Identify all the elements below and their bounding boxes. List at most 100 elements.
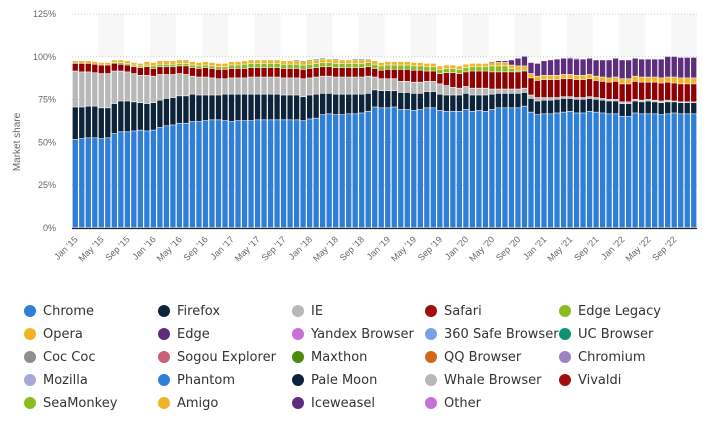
bar-segment-opera[interactable]: Dec '20 Opera: 2.5%: [534, 76, 541, 81]
bar-segment-ie[interactable]: Aug '15 IE: 17.5%: [118, 71, 124, 101]
bar-segment-edge-legacy[interactable]: Jun '16 Edge Legacy: 1.5%: [183, 63, 189, 66]
bar-segment-edge-legacy[interactable]: May '20 Edge Legacy: 3.5%: [489, 66, 495, 72]
bar-segment-ie[interactable]: Oct '21 IE: 1%: [599, 98, 606, 100]
bar-segment-chrome[interactable]: Aug '15 Chrome: 56%: [118, 132, 124, 228]
bar-segment-chrome[interactable]: Jun '17 Chrome: 63%: [261, 120, 267, 228]
bar-segment-firefox[interactable]: Nov '19 Firefox: 9.5%: [450, 95, 456, 111]
bar-segment-opera[interactable]: Nov '20 Opera: 2.5%: [528, 73, 534, 78]
bar-segment-firefox[interactable]: Jun '20 Firefox: 8.5%: [495, 93, 502, 108]
bar-segment-firefox[interactable]: Mar '18 Firefox: 12.5%: [320, 93, 326, 115]
bar-segment-safari[interactable]: Nov '19 Safari: 8.5%: [450, 73, 456, 88]
bar-segment-chrome[interactable]: Jul '17 Chrome: 63%: [267, 120, 274, 228]
bar-segment-chrome[interactable]: Sep '15 Chrome: 56%: [124, 132, 130, 228]
legend-item-maxthon[interactable]: Maxthon: [292, 347, 367, 367]
bar-segment-ie[interactable]: Aug '21 IE: 1%: [586, 97, 593, 99]
bar-segment-safari[interactable]: Aug '18 Safari: 5.5%: [352, 67, 358, 77]
bar-segment-opera[interactable]: Jan '16 Opera: 2%: [150, 62, 157, 66]
bar-segment-ie[interactable]: Aug '16 IE: 10.5%: [196, 77, 202, 95]
bar-segment-ie[interactable]: Aug '20 IE: 2.5%: [508, 89, 515, 94]
bar-segment-edge-legacy[interactable]: Apr '17 Edge Legacy: 2.5%: [248, 63, 254, 68]
bar-segment-opera[interactable]: Jun '15 Opera: 1.5%: [105, 62, 111, 65]
bar-segment-safari[interactable]: Dec '21 Safari: 10.5%: [612, 81, 619, 99]
bar-segment-firefox[interactable]: Mar '20 Firefox: 9%: [476, 95, 482, 111]
bar-segment-firefox[interactable]: Sep '16 Firefox: 15%: [202, 95, 209, 121]
bar-segment-firefox[interactable]: May '17 Firefox: 15%: [254, 94, 261, 120]
bar-segment-ie[interactable]: Feb '22 IE: 1%: [625, 102, 632, 104]
bar-segment-uc-browser[interactable]: Feb '18 UC Browser: 0.5%: [313, 59, 319, 60]
bar-segment-edge-legacy[interactable]: Aug '20 Edge Legacy: 2%: [508, 68, 515, 72]
bar-segment-firefox[interactable]: Jan '15 Firefox: 19%: [72, 107, 78, 140]
bar-segment-firefox[interactable]: Mar '19 Firefox: 10%: [398, 92, 404, 110]
bar-segment-firefox[interactable]: Dec '22 Firefox: 6.5%: [691, 103, 697, 114]
bar-segment-chrome[interactable]: Aug '20 Chrome: 70%: [508, 108, 515, 228]
bar-segment-edge-legacy[interactable]: Sep '18 Edge Legacy: 2.5%: [359, 63, 365, 68]
bar-segment-firefox[interactable]: Jan '18 Firefox: 14%: [306, 95, 313, 119]
bar-segment-uc-browser[interactable]: Mar '18 UC Browser: 0.5%: [320, 58, 326, 60]
bar-segment-firefox[interactable]: Aug '22 Firefox: 7%: [665, 102, 671, 114]
legend-item-chrome[interactable]: Chrome: [24, 301, 94, 321]
bar-segment-safari[interactable]: Oct '19 Safari: 7.5%: [443, 73, 449, 86]
bar-segment-safari[interactable]: Jul '21 Safari: 10.5%: [580, 79, 586, 98]
legend-item-other[interactable]: Other: [425, 393, 481, 413]
bar-segment-edge[interactable]: Nov '22 Edge: 12%: [684, 57, 690, 78]
bar-segment-ie[interactable]: Jun '21 IE: 1%: [573, 97, 580, 99]
bar-segment-opera[interactable]: May '15 Opera: 1.5%: [98, 62, 104, 65]
bar-segment-edge[interactable]: Apr '21 Edge: 9.5%: [560, 58, 567, 75]
bar-segment-safari[interactable]: Dec '20 Safari: 10%: [534, 80, 541, 98]
bar-segment-edge-legacy[interactable]: Dec '18 Edge Legacy: 2.5%: [378, 66, 384, 70]
bar-segment-chrome[interactable]: Oct '16 Chrome: 63%: [209, 120, 215, 228]
bar-segment-ie[interactable]: Nov '21 IE: 1%: [606, 99, 612, 101]
bar-segment-opera[interactable]: Jan '19 Opera: 2%: [385, 61, 391, 65]
bar-segment-safari[interactable]: Mar '18 Safari: 5.5%: [320, 67, 326, 76]
bar-segment-chrome[interactable]: Feb '16 Chrome: 58.5%: [157, 127, 163, 228]
bar-segment-ie[interactable]: Jul '20 IE: 2.5%: [502, 89, 508, 94]
bar-segment-safari[interactable]: Nov '18 Safari: 5%: [372, 68, 378, 77]
bar-segment-firefox[interactable]: Feb '15 Firefox: 18.5%: [79, 107, 85, 139]
bar-segment-safari[interactable]: Aug '19 Safari: 6%: [430, 71, 436, 82]
bar-segment-chrome[interactable]: Nov '22 Chrome: 66.5%: [684, 114, 690, 228]
bar-segment-opera[interactable]: Nov '18 Opera: 2%: [372, 61, 378, 64]
bar-segment-firefox[interactable]: May '18 Firefox: 12%: [333, 94, 339, 115]
legend-item-edge-legacy[interactable]: Edge Legacy: [559, 301, 661, 321]
bar-segment-edge-legacy[interactable]: Dec '15 Edge Legacy: 1%: [144, 65, 150, 67]
bar-segment-chrome[interactable]: Oct '19 Chrome: 68%: [443, 111, 449, 228]
bar-segment-ie[interactable]: Oct '18 IE: 10%: [365, 76, 371, 94]
bar-segment-ie[interactable]: Jan '21 IE: 1.5%: [541, 97, 547, 100]
bar-segment-chrome[interactable]: Sep '19 Chrome: 68.5%: [437, 110, 443, 228]
bar-segment-chrome[interactable]: Apr '19 Chrome: 69%: [404, 109, 410, 228]
bar-segment-ie[interactable]: Feb '16 IE: 15%: [157, 74, 163, 100]
bar-segment-ie[interactable]: May '16 IE: 13%: [176, 73, 183, 96]
bar-segment-chrome[interactable]: Apr '22 Chrome: 66.5%: [639, 114, 645, 228]
bar-segment-ie[interactable]: Nov '20 IE: 2%: [528, 95, 534, 99]
bar-segment-edge-legacy[interactable]: Feb '20 Edge Legacy: 2.5%: [469, 67, 476, 71]
bar-segment-firefox[interactable]: Apr '15 Firefox: 18.5%: [92, 106, 98, 138]
legend-item-whale-browser[interactable]: Whale Browser: [425, 370, 541, 390]
bar-segment-opera[interactable]: Dec '18 Opera: 2%: [378, 62, 384, 66]
bar-segment-safari[interactable]: Dec '15 Safari: 5%: [144, 67, 150, 76]
bar-segment-edge-legacy[interactable]: Oct '15 Edge Legacy: 1%: [131, 65, 137, 67]
bar-segment-chrome[interactable]: Mar '16 Chrome: 59.5%: [163, 126, 170, 228]
bar-segment-firefox[interactable]: Apr '18 Firefox: 12%: [326, 93, 332, 114]
bar-segment-edge-legacy[interactable]: Dec '16 Edge Legacy: 1.5%: [222, 67, 228, 70]
bar-segment-edge-legacy[interactable]: Jun '19 Edge Legacy: 2.5%: [417, 66, 423, 70]
bar-segment-edge[interactable]: Jul '20 Edge: 1%: [502, 61, 508, 63]
bar-segment-opera[interactable]: Jun '16 Opera: 2%: [183, 60, 189, 64]
bar-segment-edge[interactable]: Aug '20 Edge: 3%: [508, 60, 515, 65]
bar-segment-safari[interactable]: Mar '16 Safari: 4.5%: [163, 67, 170, 75]
bar-segment-firefox[interactable]: Nov '17 Firefox: 14.5%: [293, 95, 300, 120]
bar-segment-edge-legacy[interactable]: Jul '16 Edge Legacy: 1.5%: [189, 65, 196, 68]
bar-segment-ie[interactable]: Nov '18 IE: 7.5%: [372, 77, 378, 90]
bar-segment-safari[interactable]: May '20 Safari: 10%: [489, 72, 495, 89]
bar-segment-chrome[interactable]: Feb '22 Chrome: 65%: [625, 116, 632, 228]
bar-segment-chrome[interactable]: Feb '15 Chrome: 52%: [79, 138, 85, 228]
bar-segment-chrome[interactable]: Sep '17 Chrome: 63%: [280, 120, 287, 228]
bar-segment-safari[interactable]: Apr '18 Safari: 5.5%: [326, 67, 332, 76]
bar-segment-opera[interactable]: Mar '17 Opera: 2%: [241, 61, 248, 64]
bar-segment-firefox[interactable]: Feb '21 Firefox: 8%: [547, 100, 554, 114]
bar-segment-chrome[interactable]: Jan '15 Chrome: 51.5%: [72, 139, 78, 228]
bar-segment-opera[interactable]: Mar '18 Opera: 2%: [320, 59, 326, 63]
bar-segment-edge-legacy[interactable]: Jul '15 Edge Legacy: 0.5%: [111, 62, 117, 64]
bar-segment-edge[interactable]: Mar '22 Edge: 10.5%: [632, 58, 638, 76]
bar-segment-chrome[interactable]: Oct '22 Chrome: 66.5%: [678, 114, 684, 228]
bar-segment-opera[interactable]: Mar '22 Opera: 3%: [632, 76, 638, 82]
